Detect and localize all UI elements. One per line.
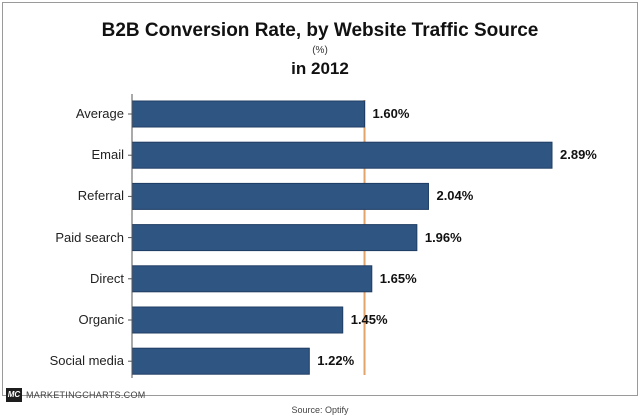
value-label: 2.04%	[436, 188, 474, 204]
chart-unit: (%)	[312, 45, 328, 56]
category-label: Paid search	[55, 229, 124, 245]
source-text: Source: Optify	[291, 405, 349, 415]
bar-organic	[131, 306, 344, 334]
category-label: Direct	[90, 270, 124, 286]
marketingcharts-logo: MC	[6, 388, 22, 402]
bar-paid-search	[131, 224, 418, 252]
value-label: 1.96%	[424, 229, 462, 245]
bar-social-media	[131, 347, 310, 375]
value-label: 1.22%	[317, 353, 355, 369]
brand-text: MARKETINGCHARTS.COM	[26, 390, 146, 400]
chart-title: B2B Conversion Rate, by Website Traffic …	[101, 20, 539, 41]
value-label: 2.89%	[560, 147, 597, 163]
category-label: Email	[91, 147, 124, 163]
bar-average	[131, 100, 366, 128]
category-label: Average	[75, 106, 124, 121]
value-label: 1.60%	[372, 106, 410, 121]
value-label: 1.65%	[379, 270, 417, 286]
value-label: 1.45%	[350, 312, 388, 327]
bar-referral	[131, 182, 429, 210]
bar-email	[131, 141, 553, 169]
bar-direct	[131, 265, 373, 293]
category-label: Referral	[77, 188, 124, 204]
category-label: Social media	[49, 353, 124, 369]
chart-subtitle: in 2012	[291, 59, 349, 78]
category-label: Organic	[78, 312, 124, 327]
